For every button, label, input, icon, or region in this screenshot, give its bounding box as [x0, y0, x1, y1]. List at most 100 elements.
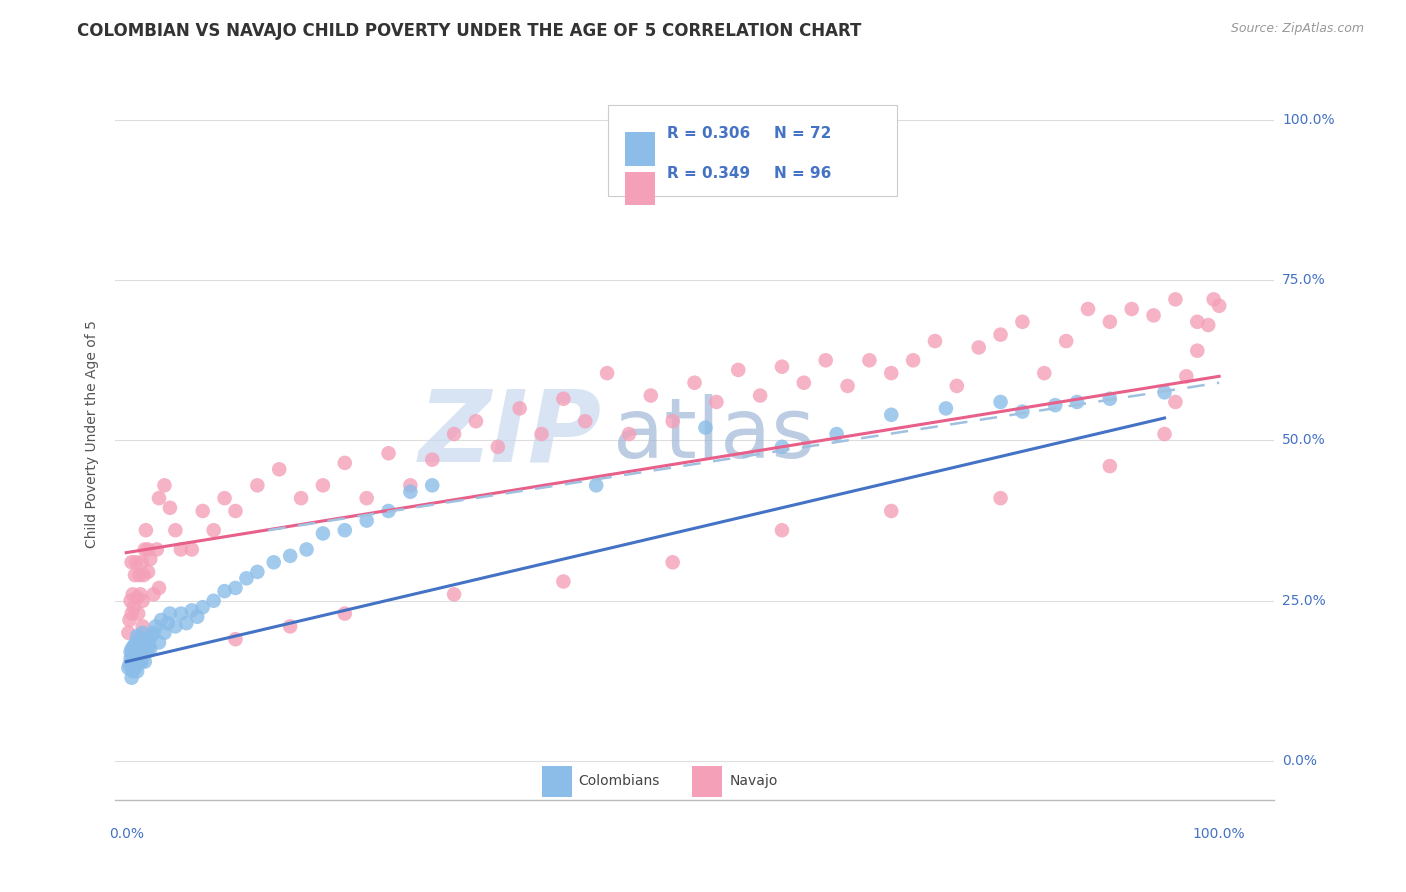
Point — [131, 645, 153, 659]
Point — [825, 427, 848, 442]
Point — [135, 635, 157, 649]
Point — [683, 376, 706, 390]
Point — [880, 408, 903, 422]
Point — [148, 581, 170, 595]
Point — [122, 600, 145, 615]
Point — [118, 657, 141, 672]
Point — [176, 616, 198, 631]
Text: R = 0.349: R = 0.349 — [666, 166, 749, 181]
Point — [278, 619, 301, 633]
FancyBboxPatch shape — [626, 132, 655, 166]
Point — [191, 600, 214, 615]
Point — [121, 607, 143, 621]
Point — [121, 587, 143, 601]
Point — [138, 639, 160, 653]
Text: 0.0%: 0.0% — [1282, 754, 1317, 768]
Point — [131, 655, 153, 669]
Point — [134, 655, 156, 669]
Point — [1175, 369, 1198, 384]
Text: R = 0.306: R = 0.306 — [666, 127, 749, 142]
Point — [1011, 404, 1033, 418]
Point — [420, 478, 443, 492]
Point — [356, 491, 378, 505]
Point — [142, 625, 165, 640]
Point — [148, 491, 170, 505]
Point — [224, 632, 246, 647]
Point — [443, 587, 465, 601]
Point — [295, 542, 318, 557]
Point — [1187, 315, 1209, 329]
Point — [661, 414, 683, 428]
Text: 100.0%: 100.0% — [1192, 827, 1246, 841]
Point — [661, 555, 683, 569]
Point — [141, 629, 163, 643]
Point — [127, 591, 149, 605]
Point — [990, 327, 1012, 342]
Point — [465, 414, 488, 428]
Point — [967, 341, 990, 355]
Text: 100.0%: 100.0% — [1282, 112, 1334, 127]
Point — [159, 500, 181, 515]
Point — [1033, 366, 1056, 380]
Point — [1164, 395, 1187, 409]
Point — [553, 392, 575, 406]
Point — [132, 568, 155, 582]
Point — [333, 456, 356, 470]
Point — [640, 388, 662, 402]
Point — [1066, 395, 1088, 409]
Point — [246, 565, 269, 579]
Text: 75.0%: 75.0% — [1282, 273, 1326, 287]
Point — [695, 420, 717, 434]
Point — [377, 446, 399, 460]
Point — [290, 491, 312, 505]
Point — [202, 593, 225, 607]
Point — [120, 651, 142, 665]
Point — [129, 632, 152, 647]
Text: 50.0%: 50.0% — [1282, 434, 1326, 448]
Point — [278, 549, 301, 563]
Point — [1077, 301, 1099, 316]
Text: N = 72: N = 72 — [775, 127, 832, 142]
Point — [880, 366, 903, 380]
Point — [617, 427, 640, 442]
Point — [118, 613, 141, 627]
Point — [191, 504, 214, 518]
Point — [136, 632, 159, 647]
Point — [129, 648, 152, 663]
Point — [202, 523, 225, 537]
Text: Source: ZipAtlas.com: Source: ZipAtlas.com — [1230, 22, 1364, 36]
Point — [124, 641, 146, 656]
Text: COLOMBIAN VS NAVAJO CHILD POVERTY UNDER THE AGE OF 5 CORRELATION CHART: COLOMBIAN VS NAVAJO CHILD POVERTY UNDER … — [77, 22, 862, 40]
Point — [246, 478, 269, 492]
Point — [165, 619, 187, 633]
Point — [139, 641, 162, 656]
Text: ZIP: ZIP — [419, 385, 602, 483]
Point — [127, 651, 149, 665]
Point — [727, 363, 749, 377]
Point — [165, 523, 187, 537]
Point — [399, 484, 422, 499]
Point — [122, 655, 145, 669]
Point — [1202, 293, 1225, 307]
Point — [356, 514, 378, 528]
Point — [131, 555, 153, 569]
Point — [214, 491, 236, 505]
Point — [990, 491, 1012, 505]
Point — [127, 665, 149, 679]
Point — [574, 414, 596, 428]
Point — [1142, 309, 1164, 323]
Point — [770, 523, 793, 537]
Point — [530, 427, 553, 442]
Point — [131, 625, 153, 640]
Point — [1153, 385, 1175, 400]
Point — [312, 526, 335, 541]
Point — [214, 584, 236, 599]
Point — [880, 504, 903, 518]
Point — [128, 568, 150, 582]
Point — [136, 542, 159, 557]
Point — [935, 401, 957, 416]
Point — [1208, 299, 1230, 313]
Text: 25.0%: 25.0% — [1282, 594, 1326, 607]
FancyBboxPatch shape — [607, 105, 897, 196]
Point — [1197, 318, 1219, 332]
